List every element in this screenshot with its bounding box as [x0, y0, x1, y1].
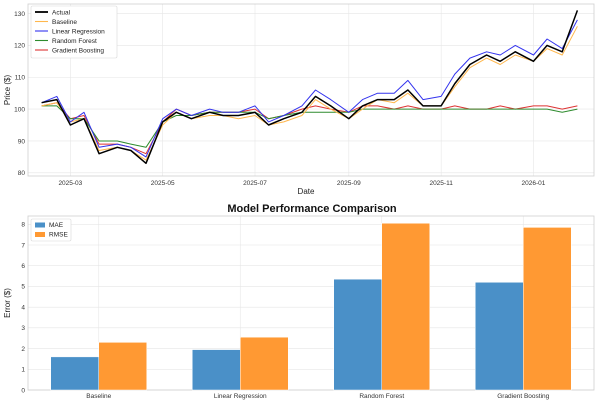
bar-chart-y-tick-label: 1 [21, 367, 25, 374]
bar-chart-y-tick-label: 6 [21, 263, 25, 270]
price-line-chart: 80 90 100 110 120 130 2025-03 2025-05 2025-07 20… [3, 3, 595, 196]
line-chart-y-tick-label: 120 [14, 43, 25, 50]
line-chart-x-tick-label: 2025-09 [337, 180, 361, 187]
line-chart-y-axis-label: Price ($) [3, 75, 12, 106]
line-chart-x-tick-label: 2025-11 [429, 180, 453, 187]
bar-rmse-linear-regression [240, 336, 289, 391]
series-line-actual [41, 10, 579, 165]
legend-label: Baseline [52, 19, 77, 26]
legend-swatch [35, 222, 45, 228]
bar-mae-baseline [50, 356, 99, 391]
bar-rmse-baseline [98, 342, 147, 391]
legend-label: Linear Regression [52, 28, 105, 35]
line-chart-y-tick-label: 100 [14, 106, 25, 113]
line-legend-box [30, 5, 118, 59]
bar-mae-linear-regression [192, 349, 241, 391]
series-line-random-forest [41, 105, 578, 148]
bar-rmse-random-forest [381, 223, 430, 391]
line-chart-x-tick-label: 2025-07 [243, 180, 267, 187]
bar-rmse-gradient-boosting [523, 227, 572, 391]
bar-chart-y-tick-label: 8 [21, 222, 25, 229]
bar-chart-category-label: Gradient Boosting [497, 393, 549, 400]
line-chart-y-tick-label: 110 [15, 75, 26, 82]
bar-chart-legend: MAE RMSE [30, 218, 72, 242]
line-chart-x-tick-label: 2025-05 [151, 180, 175, 187]
line-chart-x-axis-label: Date [298, 187, 315, 196]
legend-label: Random Forest [52, 38, 97, 45]
bar-chart-y-axis-label: Error ($) [3, 288, 12, 318]
legend-label: Gradient Boosting [52, 47, 104, 54]
bar-chart-title: Model Performance Comparison [227, 203, 397, 215]
bar-chart-y-tick-label: 7 [21, 242, 25, 249]
bar-chart-y-tick-label: 3 [21, 325, 25, 332]
series-line-linear-regression [41, 19, 578, 158]
line-chart-y-tick-label: 80 [18, 170, 26, 177]
bar-chart-y-tick-label: 4 [21, 304, 25, 311]
bar-mae-random-forest [333, 278, 382, 391]
bar-chart-y-tick-label: 0 [21, 387, 25, 394]
legend-label: Actual [52, 9, 71, 16]
legend-swatch [35, 232, 45, 237]
bar-chart-y-tick-label: 2 [21, 346, 25, 353]
bar-chart-category-label: Baseline [86, 393, 111, 400]
legend-label: MAE [49, 222, 64, 229]
line-chart-y-tick-label: 130 [14, 11, 25, 18]
bar-chart-frame [27, 215, 595, 391]
series-line-gradient-boosting [41, 102, 578, 155]
legend-label: RMSE [49, 232, 68, 239]
model-performance-bar-chart: Model Performance Comparison 0 1 2 3 4 5 6 7 8 B… [3, 203, 595, 400]
bar-chart-category-label: Random Forest [359, 393, 404, 400]
bar-mae-gradient-boosting [475, 282, 524, 391]
bar-chart-y-tick-label: 5 [21, 284, 25, 291]
line-chart-frame [27, 3, 595, 177]
line-chart-y-tick-label: 90 [18, 138, 26, 145]
line-chart-x-tick-label: 2025-03 [58, 180, 82, 187]
line-chart-legend: Actual Baseline Linear Regression Random Fo… [30, 5, 118, 59]
bar-chart-category-label: Linear Regression [214, 393, 267, 400]
series-line-baseline [41, 26, 578, 161]
line-chart-x-tick-label: 2026-01 [522, 180, 546, 187]
